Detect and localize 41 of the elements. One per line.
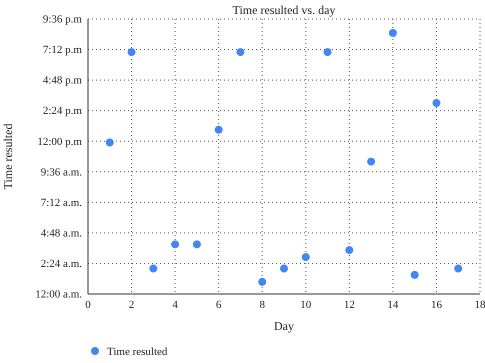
point [302, 253, 310, 262]
point [106, 138, 114, 146]
x-tick-label: 8 [259, 298, 266, 311]
y-tick-label: 7:12 p.m [42, 44, 82, 56]
x-tick-label: 2 [128, 298, 134, 311]
y-tick-label: 7:12 a.m. [40, 196, 82, 209]
x-tick-label: 10 [300, 298, 312, 311]
y-tick-label: 12:00 p.m [37, 136, 82, 148]
point [214, 126, 223, 134]
point [454, 264, 462, 273]
y-tick-label: 2:24 p.m [42, 105, 82, 118]
x-tick-label: 6 [216, 298, 222, 311]
x-tick-label: 4 [172, 298, 178, 311]
y-tick-label: 9:36 a.m. [40, 166, 82, 178]
x-axis-title: Day [274, 319, 294, 333]
point [258, 278, 266, 286]
point [171, 240, 180, 248]
x-tick-label: 12 [344, 298, 355, 311]
y-tick-label: 4:48 p.m [42, 74, 82, 87]
point [128, 48, 136, 56]
chart-title: Time resulted vs. day [232, 3, 336, 17]
legend-label: Time resulted [107, 346, 168, 358]
x-tick-label: 0 [85, 298, 92, 311]
y-tick-label: 4:48 a.m. [40, 227, 82, 240]
point [345, 246, 354, 254]
x-tick-label: 14 [387, 298, 399, 311]
point [236, 48, 244, 56]
y-tick-label: 2:24 a.m. [40, 258, 82, 270]
point [149, 264, 158, 273]
point [280, 264, 288, 273]
point [432, 99, 440, 108]
point [367, 158, 376, 166]
x-tick-label: 18 [474, 298, 485, 311]
y-axis-title: Time resulted [1, 124, 15, 190]
point [192, 240, 201, 248]
y-tick-label: 12:00 a.m. [35, 288, 82, 301]
point [324, 48, 332, 56]
y-tick-label: 9:36 p.m [42, 14, 82, 26]
x-tick-label: 16 [430, 298, 442, 311]
point [388, 29, 397, 37]
point [410, 270, 419, 279]
